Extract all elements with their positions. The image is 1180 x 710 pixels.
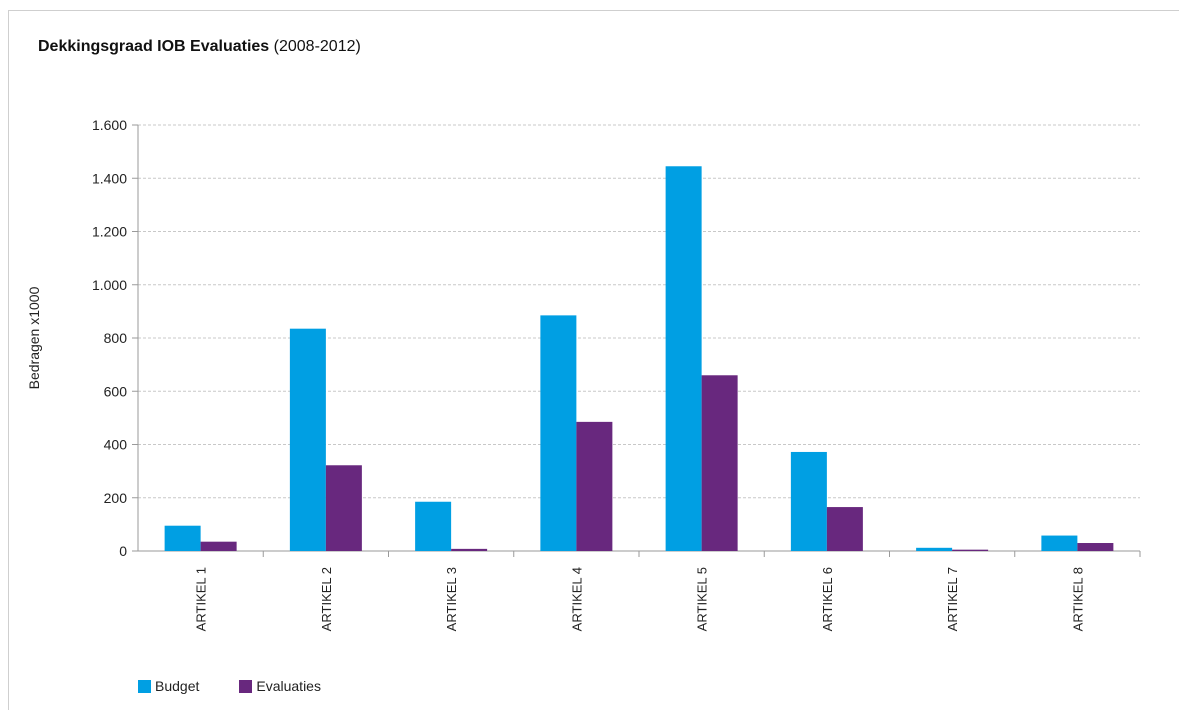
- chart-frame: [8, 10, 1179, 710]
- chart-legend: Budget Evaluaties: [138, 678, 361, 694]
- y-axis-label: Bedragen x1000: [26, 286, 42, 389]
- bar-budget-8: [1041, 535, 1078, 551]
- x-tick-label: ARTIKEL 3: [444, 567, 459, 631]
- legend-item-evaluaties: Evaluaties: [239, 678, 321, 694]
- legend-swatch: [239, 679, 253, 693]
- bar-budget-4: [540, 315, 577, 551]
- y-tick-label: 600: [104, 383, 128, 399]
- legend-label: Budget: [155, 678, 200, 694]
- y-tick-label: 1.000: [92, 277, 127, 293]
- y-tick-label: 400: [104, 437, 128, 453]
- bar-budget-6: [790, 451, 827, 551]
- bar-evaluaties-5: [701, 375, 738, 551]
- x-tick-label: ARTIKEL 1: [194, 567, 209, 631]
- bar-evaluaties-1: [200, 541, 237, 551]
- bar-budget-1: [164, 525, 201, 551]
- chart-title: Dekkingsgraad IOB Evaluaties (2008-2012): [38, 38, 361, 56]
- x-tick-label: ARTIKEL 4: [569, 567, 584, 631]
- bar-evaluaties-2: [325, 465, 362, 551]
- chart-title-main: Dekkingsgraad IOB Evaluaties: [38, 38, 270, 55]
- x-tick-label: ARTIKEL 6: [820, 567, 835, 631]
- bar-evaluaties-7: [952, 549, 989, 551]
- bar-evaluaties-4: [576, 421, 613, 551]
- x-tick-label: ARTIKEL 2: [319, 567, 334, 631]
- bar-evaluaties-8: [1077, 543, 1114, 551]
- x-tick-label: ARTIKEL 5: [695, 567, 710, 631]
- bar-budget-5: [665, 166, 702, 552]
- x-tick-label: ARTIKEL 7: [945, 567, 960, 631]
- bar-budget-7: [916, 547, 953, 551]
- bar-budget-2: [289, 328, 326, 551]
- y-tick-label: 1.400: [92, 170, 127, 186]
- y-tick-label: 200: [104, 490, 128, 506]
- legend-swatch: [138, 679, 151, 693]
- y-tick-label: 800: [104, 330, 128, 346]
- legend-label: Evaluaties: [256, 678, 321, 694]
- legend-item-budget: Budget: [138, 678, 199, 694]
- bar-evaluaties-3: [451, 548, 488, 551]
- bar-evaluaties-6: [826, 507, 863, 551]
- y-tick-label: 0: [119, 543, 127, 559]
- chart-title-years: (2008-2012): [269, 38, 361, 55]
- y-tick-label: 1.200: [92, 224, 127, 240]
- x-tick-label: ARTIKEL 8: [1070, 567, 1085, 631]
- y-tick-label: 1.600: [92, 117, 127, 133]
- bar-budget-3: [415, 501, 452, 551]
